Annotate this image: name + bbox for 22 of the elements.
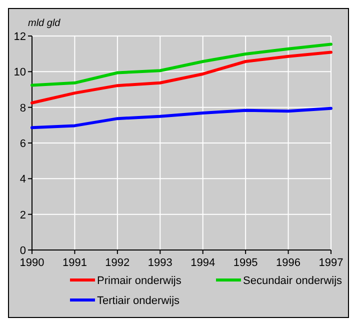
y-tick-label: 10: [14, 66, 26, 79]
y-tick-label: 4: [20, 174, 26, 186]
x-tick-label: 1996: [276, 257, 301, 269]
x-tick-label: 1991: [62, 257, 87, 269]
y-axis-title: mld gld: [28, 18, 61, 29]
x-tick-label: 1992: [105, 257, 130, 269]
y-tick-label: 2: [20, 209, 26, 222]
x-tick-label: 1994: [190, 257, 216, 269]
y-tick-label: 0: [20, 245, 26, 257]
y-tick-label: 6: [20, 138, 26, 150]
y-tick-label: 8: [20, 102, 26, 114]
legend-label: Tertiair onderwijs: [97, 295, 180, 307]
y-tick-label: 12: [14, 31, 26, 43]
line-series: [30, 50, 332, 104]
x-tick-label: 1990: [20, 257, 44, 269]
legend-label: Secundair onderwijs: [243, 275, 343, 287]
line-series: [30, 106, 332, 130]
line-series: [30, 42, 332, 87]
x-tick-label: 1993: [148, 257, 172, 269]
legend-label: Primair onderwijs: [97, 275, 182, 287]
x-tick-label: 1995: [233, 257, 258, 269]
x-tick-label: 1997: [318, 257, 344, 269]
